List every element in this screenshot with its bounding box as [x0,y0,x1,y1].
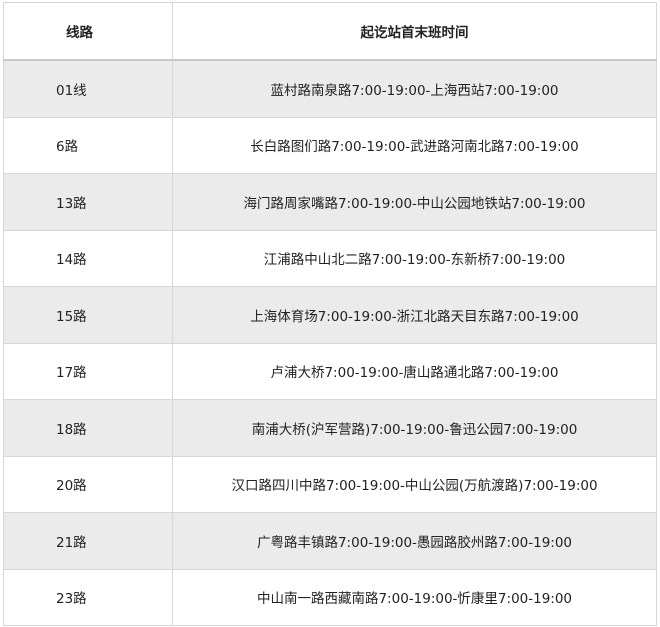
table-row: 15路 上海体育场7:00-19:00-浙江北路天目东路7:00-19:00 [3,286,657,344]
schedule-cell: 长白路图们路7:00-19:00-武进路河南北路7:00-19:00 [172,116,657,174]
schedule-cell: 蓝村路南泉路7:00-19:00-上海西站7:00-19:00 [172,59,657,118]
route-cell: 23路 [3,568,173,626]
schedule-cell: 南浦大桥(沪军营路)7:00-19:00-鲁迅公园7:00-19:00 [172,399,657,457]
table-row: 01线 蓝村路南泉路7:00-19:00-上海西站7:00-19:00 [3,59,657,118]
schedule-cell: 江浦路中山北二路7:00-19:00-东新桥7:00-19:00 [172,229,657,287]
schedule-cell: 汉口路四川中路7:00-19:00-中山公园(万航渡路)7:00-19:00 [172,455,657,513]
route-cell: 21路 [3,512,173,570]
table-row: 17路 卢浦大桥7:00-19:00-唐山路通北路7:00-19:00 [3,342,657,400]
header-schedule: 起讫站首末班时间 [172,2,657,61]
table-row: 6路 长白路图们路7:00-19:00-武进路河南北路7:00-19:00 [3,116,657,174]
table-header-row: 线路 起讫站首末班时间 [3,2,657,61]
schedule-cell: 上海体育场7:00-19:00-浙江北路天目东路7:00-19:00 [172,286,657,344]
route-cell: 18路 [3,399,173,457]
header-route: 线路 [3,2,173,61]
route-cell: 15路 [3,286,173,344]
table-row: 18路 南浦大桥(沪军营路)7:00-19:00-鲁迅公园7:00-19:00 [3,399,657,457]
schedule-cell: 中山南一路西藏南路7:00-19:00-忻康里7:00-19:00 [172,568,657,626]
route-cell: 14路 [3,229,173,287]
table-row: 20路 汉口路四川中路7:00-19:00-中山公园(万航渡路)7:00-19:0… [3,455,657,513]
table-row: 14路 江浦路中山北二路7:00-19:00-东新桥7:00-19:00 [3,229,657,287]
route-cell: 6路 [3,116,173,174]
schedule-cell: 卢浦大桥7:00-19:00-唐山路通北路7:00-19:00 [172,342,657,400]
table-row: 23路 中山南一路西藏南路7:00-19:00-忻康里7:00-19:00 [3,568,657,626]
bus-schedule-table: 线路 起讫站首末班时间 01线 蓝村路南泉路7:00-19:00-上海西站7:00… [3,2,657,626]
table-row: 21路 广粤路丰镇路7:00-19:00-愚园路胶州路7:00-19:00 [3,512,657,570]
route-cell: 20路 [3,455,173,513]
schedule-cell: 海门路周家嘴路7:00-19:00-中山公园地铁站7:00-19:00 [172,173,657,231]
route-cell: 17路 [3,342,173,400]
schedule-cell: 广粤路丰镇路7:00-19:00-愚园路胶州路7:00-19:00 [172,512,657,570]
table-row: 13路 海门路周家嘴路7:00-19:00-中山公园地铁站7:00-19:00 [3,173,657,231]
route-cell: 01线 [3,59,173,118]
route-cell: 13路 [3,173,173,231]
